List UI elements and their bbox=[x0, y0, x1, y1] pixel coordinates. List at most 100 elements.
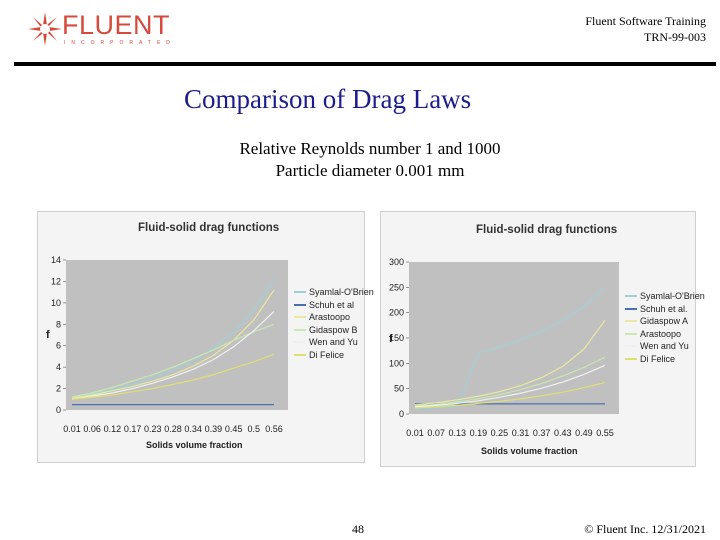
series-line bbox=[71, 310, 275, 400]
legend-swatch bbox=[625, 357, 637, 360]
x-tick-label: 0.37 bbox=[533, 428, 551, 438]
series-line bbox=[71, 289, 275, 399]
x-tick-label: 0.5 bbox=[248, 424, 261, 434]
chart-legend: Syamlal-O'Brien Schuh et al. Gidaspow A Ara… bbox=[625, 290, 705, 365]
series-line bbox=[71, 278, 275, 398]
legend-label: Syamlal-O'Brien bbox=[640, 291, 705, 302]
legend-item: Di Felice bbox=[294, 349, 374, 362]
x-tick-label: 0.31 bbox=[512, 428, 530, 438]
legend-label: Wen and Yu bbox=[309, 337, 358, 348]
y-tick-label: 10 bbox=[51, 298, 61, 308]
x-tick-label: 0.12 bbox=[104, 424, 122, 434]
legend-swatch bbox=[294, 316, 306, 319]
x-tick-label: 0.13 bbox=[448, 428, 466, 438]
legend-swatch bbox=[294, 303, 306, 306]
x-tick-label: 0.07 bbox=[427, 428, 445, 438]
legend-label: Di Felice bbox=[309, 349, 345, 360]
legend-label: Arastoopo bbox=[640, 328, 682, 339]
x-tick-label: 0.23 bbox=[144, 424, 162, 434]
x-tick-label: 0.01 bbox=[63, 424, 81, 434]
y-tick-label: 300 bbox=[389, 257, 404, 267]
header-divider bbox=[14, 62, 716, 66]
series-line bbox=[414, 364, 606, 408]
plot-area bbox=[66, 260, 288, 410]
y-tick-label: 250 bbox=[389, 282, 404, 292]
legend-swatch bbox=[625, 295, 637, 298]
legend-swatch bbox=[625, 307, 637, 310]
x-tick-label: 0.45 bbox=[225, 424, 243, 434]
y-tick-label: 14 bbox=[51, 255, 61, 265]
legend-item: Arastoopo bbox=[294, 311, 374, 324]
legend-item: Arastoopo bbox=[625, 328, 705, 341]
chart-legend: Syamlal-O'Brien Schuh et al Arastoopo Gidas… bbox=[294, 286, 374, 361]
legend-label: Schuh et al bbox=[309, 299, 355, 310]
slide-title: Comparison of Drag Laws bbox=[184, 84, 472, 114]
x-axis-label: Solids volume fraction bbox=[481, 446, 578, 456]
y-tick-label: 0 bbox=[399, 409, 404, 419]
x-tick-label: 0.17 bbox=[124, 424, 142, 434]
legend-item: Di Felice bbox=[625, 353, 705, 366]
legend-item: Wen and Yu bbox=[294, 336, 374, 349]
page-number: 48 bbox=[352, 522, 364, 536]
series-line bbox=[414, 319, 606, 406]
y-tick-label: 6 bbox=[56, 341, 61, 351]
x-tick-label: 0.34 bbox=[184, 424, 202, 434]
legend-swatch bbox=[294, 291, 306, 294]
legend-swatch bbox=[625, 320, 637, 323]
subtitle-line-2: Particle diameter 0.001 mm bbox=[275, 161, 465, 180]
y-tick-label: 50 bbox=[394, 384, 404, 394]
series-line bbox=[414, 356, 606, 407]
y-tick-label: 0 bbox=[56, 405, 61, 415]
training-code: TRN-99-003 bbox=[644, 30, 706, 44]
legend-label: Wen and Yu bbox=[640, 341, 689, 352]
legend-swatch bbox=[625, 345, 637, 348]
plot-area bbox=[409, 262, 619, 414]
series-line bbox=[71, 323, 275, 398]
legend-swatch bbox=[294, 328, 306, 331]
y-tick-label: 12 bbox=[51, 276, 61, 286]
series-line bbox=[414, 286, 606, 410]
drag-chart-right: Fluid-solid drag functions 0 50 100 150 200 2… bbox=[380, 211, 705, 467]
series-line bbox=[71, 353, 275, 400]
y-tick-label: 2 bbox=[56, 384, 61, 394]
legend-label: Arastoopo bbox=[309, 312, 351, 323]
legend-label: Syamlal-O'Brien bbox=[309, 287, 374, 298]
chart-title: Fluid-solid drag functions bbox=[138, 222, 280, 234]
legend-item: Schuh et al bbox=[294, 299, 374, 312]
legend-item: Wen and Yu bbox=[625, 340, 705, 353]
x-tick-label: 0.06 bbox=[83, 424, 101, 434]
x-tick-label: 0.01 bbox=[406, 428, 424, 438]
fluent-logo bbox=[28, 8, 168, 52]
x-tick-label: 0.49 bbox=[575, 428, 593, 438]
legend-item: Schuh et al. bbox=[625, 303, 705, 316]
legend-item: Gidaspow A bbox=[625, 315, 705, 328]
series-line bbox=[414, 382, 606, 409]
x-tick-label: 0.39 bbox=[205, 424, 223, 434]
y-axis-label: f bbox=[389, 333, 393, 345]
legend-swatch bbox=[294, 353, 306, 356]
x-tick-label: 0.56 bbox=[265, 424, 283, 434]
subtitle-line-1: Relative Reynolds number 1 and 1000 bbox=[239, 139, 501, 158]
x-tick-label: 0.55 bbox=[596, 428, 614, 438]
y-tick-label: 150 bbox=[389, 333, 404, 343]
y-tick-label: 100 bbox=[389, 358, 404, 368]
x-tick-label: 0.19 bbox=[470, 428, 488, 438]
logo-subtext: INCORPORATED bbox=[64, 40, 176, 46]
y-tick-label: 8 bbox=[56, 319, 61, 329]
legend-label: Gidaspow A bbox=[640, 316, 689, 327]
logo-wordmark: FLUENT bbox=[62, 10, 171, 40]
copyright-notice: © Fluent Inc. 12/31/2021 bbox=[584, 522, 706, 536]
legend-swatch bbox=[625, 332, 637, 335]
legend-label: Gidaspow B bbox=[309, 324, 358, 335]
legend-label: Schuh et al. bbox=[640, 303, 688, 314]
x-tick-label: 0.25 bbox=[491, 428, 509, 438]
logo-starburst-icon bbox=[28, 12, 62, 46]
x-axis-label: Solids volume fraction bbox=[146, 440, 243, 450]
x-tick-label: 0.28 bbox=[164, 424, 182, 434]
legend-item: Gidaspow B bbox=[294, 324, 374, 337]
slide-subtitle: Relative Reynolds number 1 and 1000 Part… bbox=[150, 138, 590, 182]
legend-label: Di Felice bbox=[640, 353, 676, 364]
header-training-info: Fluent Software Training TRN-99-003 bbox=[585, 13, 706, 45]
